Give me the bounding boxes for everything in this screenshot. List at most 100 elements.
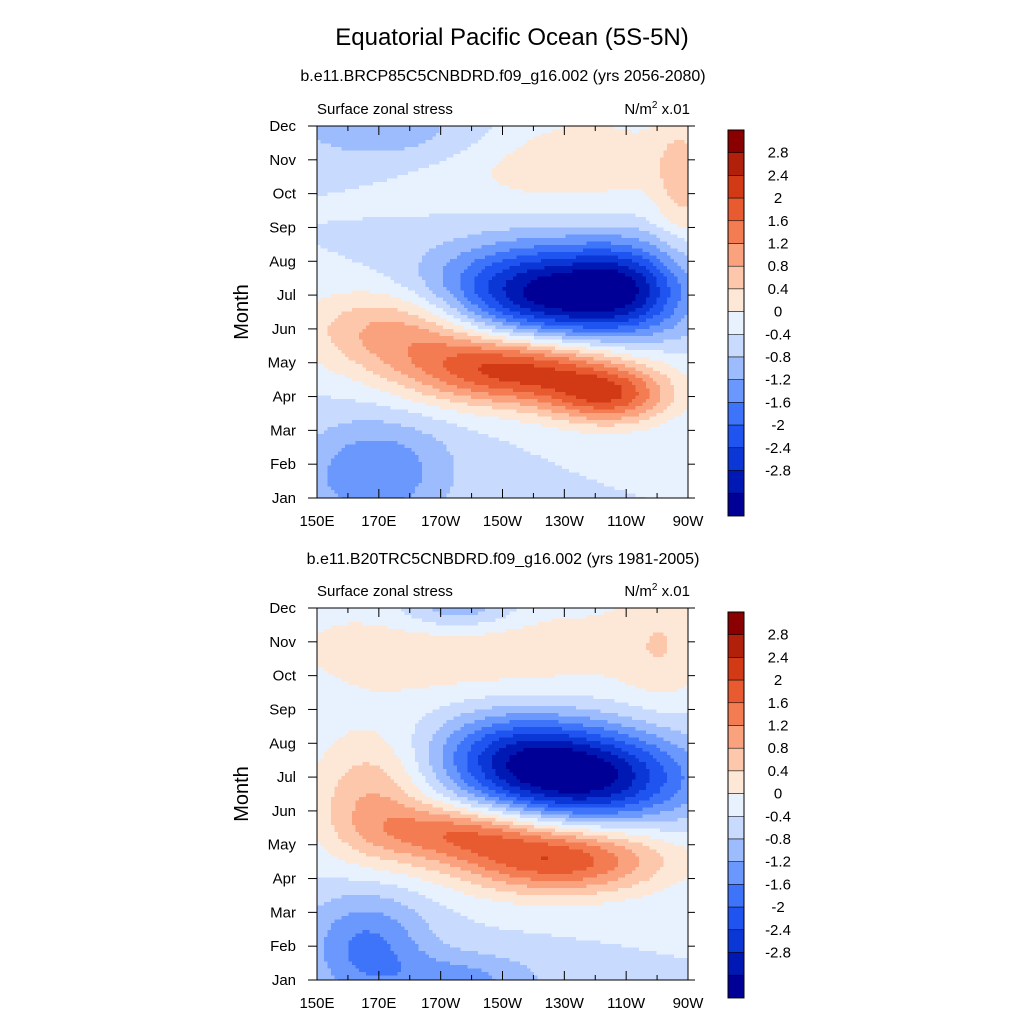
heatmap-cell bbox=[394, 196, 399, 201]
heatmap-cell bbox=[576, 273, 581, 278]
heatmap-cell bbox=[408, 185, 413, 190]
heatmap-cell bbox=[600, 182, 605, 187]
heatmap-cell bbox=[415, 196, 420, 201]
heatmap-cell bbox=[649, 269, 654, 274]
heatmap-cell bbox=[523, 168, 528, 173]
heatmap-cell bbox=[488, 196, 493, 201]
heatmap-cell bbox=[334, 269, 339, 274]
heatmap-cell bbox=[457, 140, 462, 145]
heatmap-cell bbox=[443, 168, 448, 173]
heatmap-cell bbox=[618, 259, 623, 264]
heatmap-cell bbox=[436, 154, 441, 159]
heatmap-cell bbox=[534, 276, 539, 281]
heatmap-cell bbox=[520, 210, 525, 215]
heatmap-cell bbox=[334, 129, 339, 134]
heatmap-cell bbox=[569, 126, 574, 131]
heatmap-cell bbox=[523, 126, 528, 131]
heatmap-cell bbox=[618, 255, 623, 260]
heatmap-cell bbox=[681, 196, 686, 201]
heatmap-cell bbox=[583, 168, 588, 173]
heatmap-cell bbox=[352, 199, 357, 204]
heatmap-cell bbox=[369, 227, 374, 232]
heatmap-cell bbox=[635, 175, 640, 180]
heatmap-cell bbox=[558, 182, 563, 187]
heatmap-cell bbox=[534, 199, 539, 204]
heatmap-cell bbox=[600, 129, 605, 134]
heatmap-cell bbox=[684, 262, 688, 267]
heatmap-cell bbox=[320, 266, 325, 271]
heatmap-cell bbox=[474, 189, 479, 194]
heatmap-cell bbox=[383, 252, 388, 257]
heatmap-cell bbox=[355, 171, 360, 176]
heatmap-cell bbox=[464, 210, 469, 215]
heatmap-cell bbox=[537, 234, 542, 239]
heatmap-cell bbox=[537, 189, 542, 194]
heatmap-cell bbox=[670, 220, 675, 225]
heatmap-cell bbox=[492, 217, 497, 222]
heatmap-cell bbox=[355, 203, 360, 208]
heatmap-cell bbox=[436, 175, 441, 180]
heatmap-cell bbox=[607, 129, 612, 134]
heatmap-cell bbox=[352, 157, 357, 162]
heatmap-cell bbox=[663, 178, 668, 183]
heatmap-cell bbox=[660, 276, 665, 281]
heatmap-cell bbox=[558, 185, 563, 190]
heatmap-cell bbox=[457, 224, 462, 229]
heatmap-cell bbox=[614, 126, 619, 131]
heatmap-cell bbox=[471, 203, 476, 208]
heatmap-cell bbox=[607, 266, 612, 271]
heatmap-cell bbox=[660, 283, 665, 288]
heatmap-cell bbox=[506, 189, 511, 194]
heatmap-cell bbox=[401, 143, 406, 148]
heatmap-cell bbox=[642, 129, 647, 134]
heatmap-cell bbox=[565, 245, 570, 250]
heatmap-cell bbox=[446, 161, 451, 166]
heatmap-cell bbox=[453, 241, 458, 246]
heatmap-cell bbox=[593, 140, 598, 145]
heatmap-cell bbox=[586, 199, 591, 204]
heatmap-cell bbox=[565, 168, 570, 173]
heatmap-cell bbox=[597, 213, 602, 218]
heatmap-cell bbox=[401, 196, 406, 201]
heatmap-cell bbox=[471, 280, 476, 285]
heatmap-cell bbox=[628, 168, 633, 173]
heatmap-cell bbox=[502, 161, 507, 166]
heatmap-cell bbox=[411, 269, 416, 274]
heatmap-cell bbox=[653, 238, 658, 243]
heatmap-cell bbox=[583, 280, 588, 285]
heatmap-cell bbox=[576, 133, 581, 138]
heatmap-cell bbox=[422, 189, 427, 194]
heatmap-cell bbox=[341, 175, 346, 180]
heatmap-cell bbox=[513, 129, 518, 134]
heatmap-cell bbox=[324, 196, 329, 201]
heatmap-cell bbox=[516, 273, 521, 278]
heatmap-cell bbox=[558, 206, 563, 211]
heatmap-cell bbox=[509, 175, 514, 180]
heatmap-cell bbox=[677, 224, 682, 229]
heatmap-cell bbox=[667, 210, 672, 215]
heatmap-cell bbox=[474, 157, 479, 162]
heatmap-cell bbox=[520, 185, 525, 190]
heatmap-cell bbox=[635, 143, 640, 148]
heatmap-cell bbox=[590, 252, 595, 257]
heatmap-cell bbox=[345, 185, 350, 190]
heatmap-cell bbox=[499, 157, 504, 162]
heatmap-cell bbox=[446, 171, 451, 176]
heatmap-cell bbox=[660, 280, 665, 285]
heatmap-cell bbox=[649, 245, 654, 250]
heatmap-cell bbox=[520, 213, 525, 218]
heatmap-cell bbox=[415, 210, 420, 215]
heatmap-cell bbox=[600, 143, 605, 148]
heatmap-cell bbox=[516, 199, 521, 204]
heatmap-cell bbox=[579, 234, 584, 239]
heatmap-cell bbox=[677, 210, 682, 215]
heatmap-cell bbox=[646, 164, 651, 169]
heatmap-cell bbox=[660, 245, 665, 250]
heatmap-cell bbox=[394, 280, 399, 285]
heatmap-cell bbox=[632, 175, 637, 180]
heatmap-cell bbox=[604, 175, 609, 180]
heatmap-cell bbox=[502, 175, 507, 180]
heatmap-cell bbox=[632, 234, 637, 239]
heatmap-cell bbox=[338, 220, 343, 225]
heatmap-cell bbox=[576, 213, 581, 218]
